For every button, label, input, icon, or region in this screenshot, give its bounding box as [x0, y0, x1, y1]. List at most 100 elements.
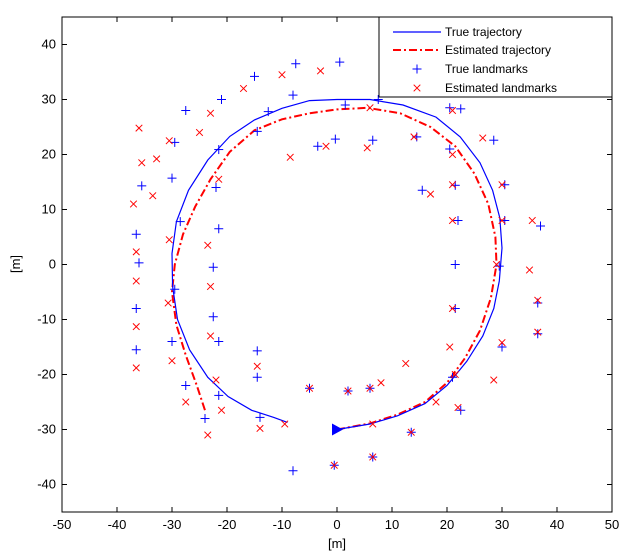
estimated-landmark-marker [135, 124, 143, 132]
estimated-landmark-marker [278, 71, 286, 79]
estimated-landmark-marker [407, 428, 415, 436]
estimated-landmark-marker [138, 159, 146, 167]
true-landmark-marker [255, 412, 265, 422]
estimated-landmark-marker [149, 192, 157, 200]
estimated-landmark-marker [363, 144, 371, 152]
estimated-landmark-marker [132, 364, 140, 372]
estimated-landmark-marker [182, 398, 190, 406]
x-tick-label: -20 [218, 517, 237, 532]
legend-label: Estimated landmarks [445, 81, 557, 95]
true-landmark-marker [167, 173, 177, 183]
y-tick-label: 20 [42, 147, 56, 162]
true-landmark-marker [536, 221, 545, 231]
x-tick-label: 40 [550, 517, 564, 532]
x-tick-label: 30 [495, 517, 509, 532]
legend-swatch [412, 64, 422, 74]
estimated-landmark-marker [448, 216, 457, 225]
y-axis-label: [m] [8, 255, 23, 273]
estimated-landmark-marker [286, 153, 294, 161]
true-landmark-marker [330, 134, 340, 144]
x-tick-label: -40 [108, 517, 127, 532]
estimated-landmark-marker [454, 403, 462, 412]
true-landmark-marker [170, 284, 180, 294]
true-landmark-marker [252, 372, 262, 382]
estimated-landmark-marker [498, 181, 506, 189]
true-landmark-marker [340, 100, 350, 110]
y-tick-label: -40 [37, 477, 56, 492]
estimated-landmark-marker [204, 241, 212, 249]
true-landmark-marker [252, 346, 262, 356]
x-axis-label: [m] [328, 536, 346, 551]
estimated-landmark-marker [330, 461, 338, 469]
true-landmark-marker [417, 185, 427, 195]
estimated-landmark-marker [534, 328, 542, 336]
y-tick-label: -20 [37, 367, 56, 382]
true-landmark-marker [200, 414, 210, 423]
legend-label: True trajectory [445, 25, 522, 39]
estimated-landmark-marker [206, 282, 215, 291]
true-landmark-marker [335, 57, 345, 67]
true-landmark-marker [214, 145, 224, 155]
true-landmark-marker [288, 90, 298, 100]
series-layer [129, 57, 545, 476]
y-tick-label: 10 [42, 202, 56, 217]
legend-label: True landmarks [445, 62, 528, 76]
estimated-landmark-marker [165, 137, 173, 145]
true-landmark-marker [313, 141, 323, 151]
true-landmark-marker [373, 95, 383, 104]
x-tick-label: -10 [273, 517, 292, 532]
estimated-landmark-marker [451, 370, 459, 379]
estimated-landmark-marker [344, 387, 352, 395]
estimated-landmark-marker [195, 128, 204, 137]
estimated-landmark-marker [204, 431, 212, 439]
true-landmark-marker [167, 337, 177, 346]
x-tick-label: 0 [333, 517, 340, 532]
estimated-landmark-marker [206, 332, 215, 340]
true-landmark-marker [211, 183, 221, 192]
estimated-landmark-marker [132, 248, 140, 256]
estimated-landmark-marker [366, 104, 374, 112]
estimated-landmark-marker [132, 277, 140, 285]
legend-box [378, 16, 613, 98]
true-trajectory-line [171, 98, 503, 431]
true-landmark-marker [453, 216, 463, 225]
estimated-landmark-marker [165, 236, 173, 244]
true-landmark-marker [288, 466, 298, 476]
true-landmark-marker [497, 342, 507, 352]
true-landmark-marker [134, 258, 144, 268]
y-tick-label: 0 [49, 257, 56, 272]
true-landmark-marker [263, 107, 273, 117]
estimated-landmark-marker [217, 406, 226, 414]
x-tick-label: -50 [53, 517, 72, 532]
estimated-landmark-marker [129, 200, 138, 208]
estimated-landmark-marker [479, 134, 487, 142]
true-landmark-marker [533, 329, 543, 339]
estimated-landmark-marker [366, 384, 374, 392]
true-landmark-marker [208, 312, 218, 322]
true-landmark-marker [137, 181, 147, 191]
estimated-landmark-marker [316, 67, 325, 75]
estimated-landmark-marker [528, 216, 536, 225]
x-tick-label: -30 [163, 517, 182, 532]
estimated-landmark-marker [369, 453, 377, 461]
estimated-landmark-marker [256, 424, 264, 433]
true-landmark-marker [368, 135, 378, 145]
estimated-trajectory-line [170, 106, 498, 431]
true-landmark-marker [214, 390, 224, 400]
estimated-landmark-marker [402, 359, 410, 368]
estimated-landmark-marker [426, 190, 435, 198]
true-landmark-marker [131, 229, 141, 239]
estimated-landmark-marker [132, 322, 140, 331]
start-marker [332, 423, 343, 436]
estimated-landmark-marker [446, 343, 454, 351]
estimated-landmark-marker [492, 260, 501, 269]
legend-label: Estimated trajectory [445, 43, 551, 57]
true-landmark-marker [181, 381, 191, 390]
true-landmark-marker [489, 135, 499, 145]
estimated-landmark-marker [369, 420, 377, 428]
true-landmark-marker [456, 104, 466, 114]
estimated-landmark-marker [215, 175, 223, 183]
y-tick-label: 40 [42, 37, 56, 52]
true-landmark-marker [131, 304, 141, 313]
